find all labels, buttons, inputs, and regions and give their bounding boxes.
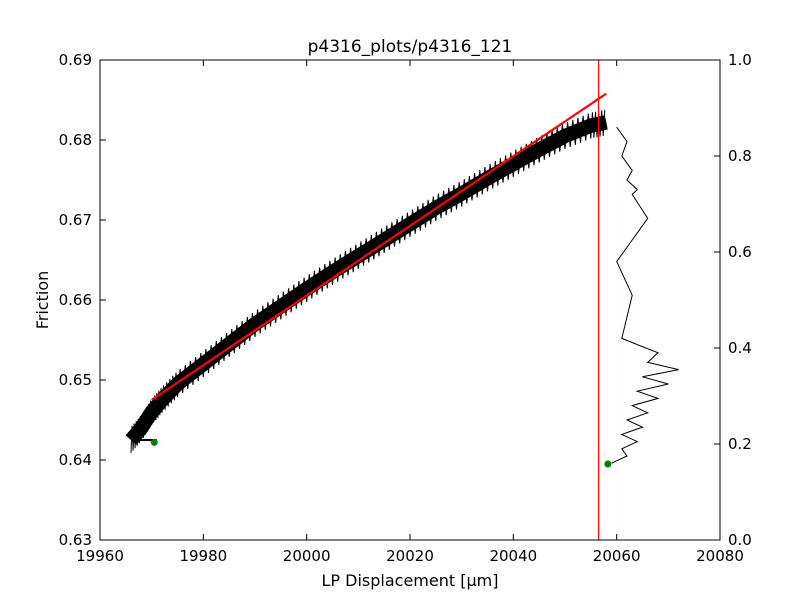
y-tick-label: 0.69 bbox=[59, 51, 92, 69]
plot-frame bbox=[99, 59, 721, 541]
y2-tick-label: 0.2 bbox=[728, 435, 752, 453]
y-tick-label: 0.67 bbox=[59, 211, 92, 229]
y-tick-label: 0.64 bbox=[59, 451, 92, 469]
data-layer bbox=[125, 60, 679, 540]
x-tick-label: 20080 bbox=[696, 547, 744, 565]
y2-tick-label: 1.0 bbox=[728, 51, 752, 69]
y-tick-label: 0.63 bbox=[59, 531, 92, 549]
y2-tick-label: 0.6 bbox=[728, 243, 752, 261]
y2-tick-label: 0.4 bbox=[728, 339, 752, 357]
y-tick-label: 0.65 bbox=[59, 371, 92, 389]
chart-title: p4316_plots/p4316_121 bbox=[308, 37, 513, 57]
series-friction-data-band bbox=[125, 115, 608, 445]
point-marker-0 bbox=[150, 438, 158, 446]
series-linear-fit bbox=[151, 92, 607, 401]
series-friction-data bbox=[130, 109, 606, 454]
y-axis-label: Friction bbox=[33, 271, 52, 330]
y2-tick-label: 0.0 bbox=[728, 531, 752, 549]
y2-tick-label: 0.8 bbox=[728, 147, 752, 165]
ticks-layer: 19960 19980 20000 20020 20040 20060 20080 0.63 0… bbox=[59, 51, 752, 565]
y-tick-label: 0.68 bbox=[59, 131, 92, 149]
x-tick-label: 20020 bbox=[386, 547, 434, 565]
x-tick-label: 20040 bbox=[489, 547, 537, 565]
x-tick-label: 20000 bbox=[283, 547, 331, 565]
point-marker-1 bbox=[604, 460, 612, 468]
y-tick-label: 0.66 bbox=[59, 291, 92, 309]
x-tick-label: 20060 bbox=[593, 547, 641, 565]
x-axis-label: LP Displacement [μm] bbox=[322, 571, 499, 590]
series-trace bbox=[611, 126, 679, 464]
x-tick-label: 19980 bbox=[179, 547, 227, 565]
x-tick-label: 19960 bbox=[76, 547, 124, 565]
